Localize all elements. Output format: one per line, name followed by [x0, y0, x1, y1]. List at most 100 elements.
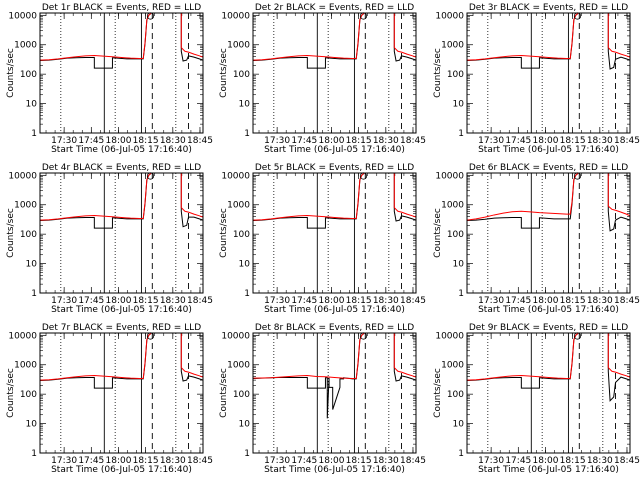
y-tick-label: 1 — [458, 289, 464, 299]
x-tick-label: 18:45 — [614, 136, 640, 146]
y-tick-label: 100 — [447, 230, 464, 240]
x-tick-label: 17:30 — [51, 136, 77, 146]
x-tick-label: 18:30 — [160, 296, 186, 306]
plot-frame — [466, 12, 631, 134]
y-tick-label: 1 — [31, 129, 37, 139]
y-tick-label: 1000 — [441, 201, 464, 211]
x-tick-label: 18:30 — [587, 296, 613, 306]
x-tick-label: 18:15 — [133, 296, 159, 306]
y-tick-label: 1 — [458, 449, 464, 459]
y-tick-label: 10 — [453, 260, 465, 270]
y-tick-label: 10000 — [221, 171, 250, 181]
y-tick-label: 10 — [239, 100, 251, 110]
plot-frame — [466, 332, 631, 454]
y-tick-label: 1000 — [227, 361, 250, 371]
x-tick-label: 17:30 — [51, 456, 77, 466]
x-tick-label: 18:00 — [319, 296, 345, 306]
plot-frame — [39, 12, 204, 134]
y-tick-label: 1000 — [14, 361, 37, 371]
y-tick-label: 10000 — [435, 331, 464, 341]
panel-title: Det 8r BLACK = Events, RED = LLD — [255, 323, 414, 333]
x-tick-label: 18:30 — [373, 456, 399, 466]
panel-title: Det 7r BLACK = Events, RED = LLD — [42, 323, 201, 333]
x-axis-label: Start Time (06-Jul-05 17:16:40) — [478, 145, 619, 155]
events-series-line — [252, 172, 417, 229]
panel-title: Det 2r BLACK = Events, RED = LLD — [255, 3, 414, 13]
y-tick-label: 10 — [453, 100, 465, 110]
x-axis-label: Start Time (06-Jul-05 17:16:40) — [51, 465, 192, 475]
x-tick-label: 18:00 — [319, 456, 345, 466]
x-tick-label: 18:00 — [106, 296, 132, 306]
lld-series-line — [39, 332, 204, 381]
y-tick-label: 10 — [239, 260, 251, 270]
y-tick-label: 100 — [233, 390, 250, 400]
y-tick-label: 10000 — [8, 171, 37, 181]
plot-frame — [39, 172, 204, 294]
y-axis-label: Counts/sec — [433, 48, 443, 98]
panel-det-1: Det 1r BLACK = Events, RED = LLD 1 10 100 10… — [6, 3, 213, 155]
y-tick-label: 100 — [233, 70, 250, 80]
events-series-line — [39, 332, 204, 389]
x-tick-label: 17:30 — [264, 296, 290, 306]
y-tick-label: 1 — [244, 129, 250, 139]
x-tick-label: 18:00 — [533, 296, 559, 306]
x-tick-label: 17:45 — [291, 296, 317, 306]
x-tick-label: 17:45 — [78, 136, 104, 146]
lld-series-line — [466, 172, 631, 221]
panel-det-5: Det 5r BLACK = Events, RED = LLD 1 10 100 10… — [219, 163, 426, 315]
x-axis-label: Start Time (06-Jul-05 17:16:40) — [51, 145, 192, 155]
x-tick-label: 18:00 — [106, 456, 132, 466]
x-tick-label: 17:30 — [51, 296, 77, 306]
x-axis-label: Start Time (06-Jul-05 17:16:40) — [264, 305, 405, 315]
x-tick-label: 18:45 — [400, 136, 426, 146]
events-series-line — [252, 332, 417, 419]
x-tick-label: 18:45 — [614, 296, 640, 306]
x-tick-label: 17:45 — [505, 456, 531, 466]
x-tick-label: 18:45 — [400, 296, 426, 306]
y-tick-label: 10000 — [221, 11, 250, 21]
x-tick-label: 17:45 — [291, 456, 317, 466]
x-tick-label: 18:15 — [346, 296, 372, 306]
y-tick-label: 10000 — [8, 11, 37, 21]
panel-title: Det 4r BLACK = Events, RED = LLD — [42, 163, 201, 173]
x-tick-label: 17:45 — [505, 136, 531, 146]
x-tick-label: 18:00 — [319, 136, 345, 146]
x-tick-label: 17:30 — [478, 136, 504, 146]
y-tick-label: 100 — [447, 390, 464, 400]
y-tick-label: 10 — [26, 260, 38, 270]
lld-series-line — [39, 12, 204, 61]
plot-frame — [252, 12, 417, 134]
y-axis-label: Counts/sec — [219, 368, 229, 418]
events-series-line — [39, 12, 204, 69]
y-axis-label: Counts/sec — [6, 48, 16, 98]
x-tick-label: 18:15 — [346, 136, 372, 146]
lld-series-line — [252, 12, 417, 61]
y-tick-label: 1 — [458, 129, 464, 139]
y-tick-label: 10 — [26, 100, 38, 110]
y-axis-label: Counts/sec — [219, 48, 229, 98]
x-tick-label: 17:45 — [78, 456, 104, 466]
x-tick-label: 18:15 — [133, 456, 159, 466]
y-tick-label: 100 — [20, 390, 37, 400]
x-tick-label: 18:00 — [533, 456, 559, 466]
plot-frame — [466, 172, 631, 294]
lld-series-line — [466, 332, 631, 381]
y-axis-label: Counts/sec — [433, 208, 443, 258]
y-tick-label: 10000 — [221, 331, 250, 341]
events-series-line — [466, 332, 631, 402]
lld-series-line — [39, 172, 204, 221]
x-tick-label: 18:30 — [160, 136, 186, 146]
x-axis-label: Start Time (06-Jul-05 17:16:40) — [478, 465, 619, 475]
y-tick-label: 1000 — [14, 41, 37, 51]
events-series-line — [252, 12, 417, 69]
x-tick-label: 18:15 — [133, 136, 159, 146]
x-tick-label: 18:30 — [587, 136, 613, 146]
events-series-line — [466, 12, 631, 70]
x-tick-label: 17:45 — [78, 296, 104, 306]
x-tick-label: 18:15 — [560, 296, 586, 306]
y-tick-label: 100 — [447, 70, 464, 80]
panel-title: Det 1r BLACK = Events, RED = LLD — [42, 3, 201, 13]
lld-series-line — [252, 172, 417, 221]
y-tick-label: 1 — [244, 289, 250, 299]
